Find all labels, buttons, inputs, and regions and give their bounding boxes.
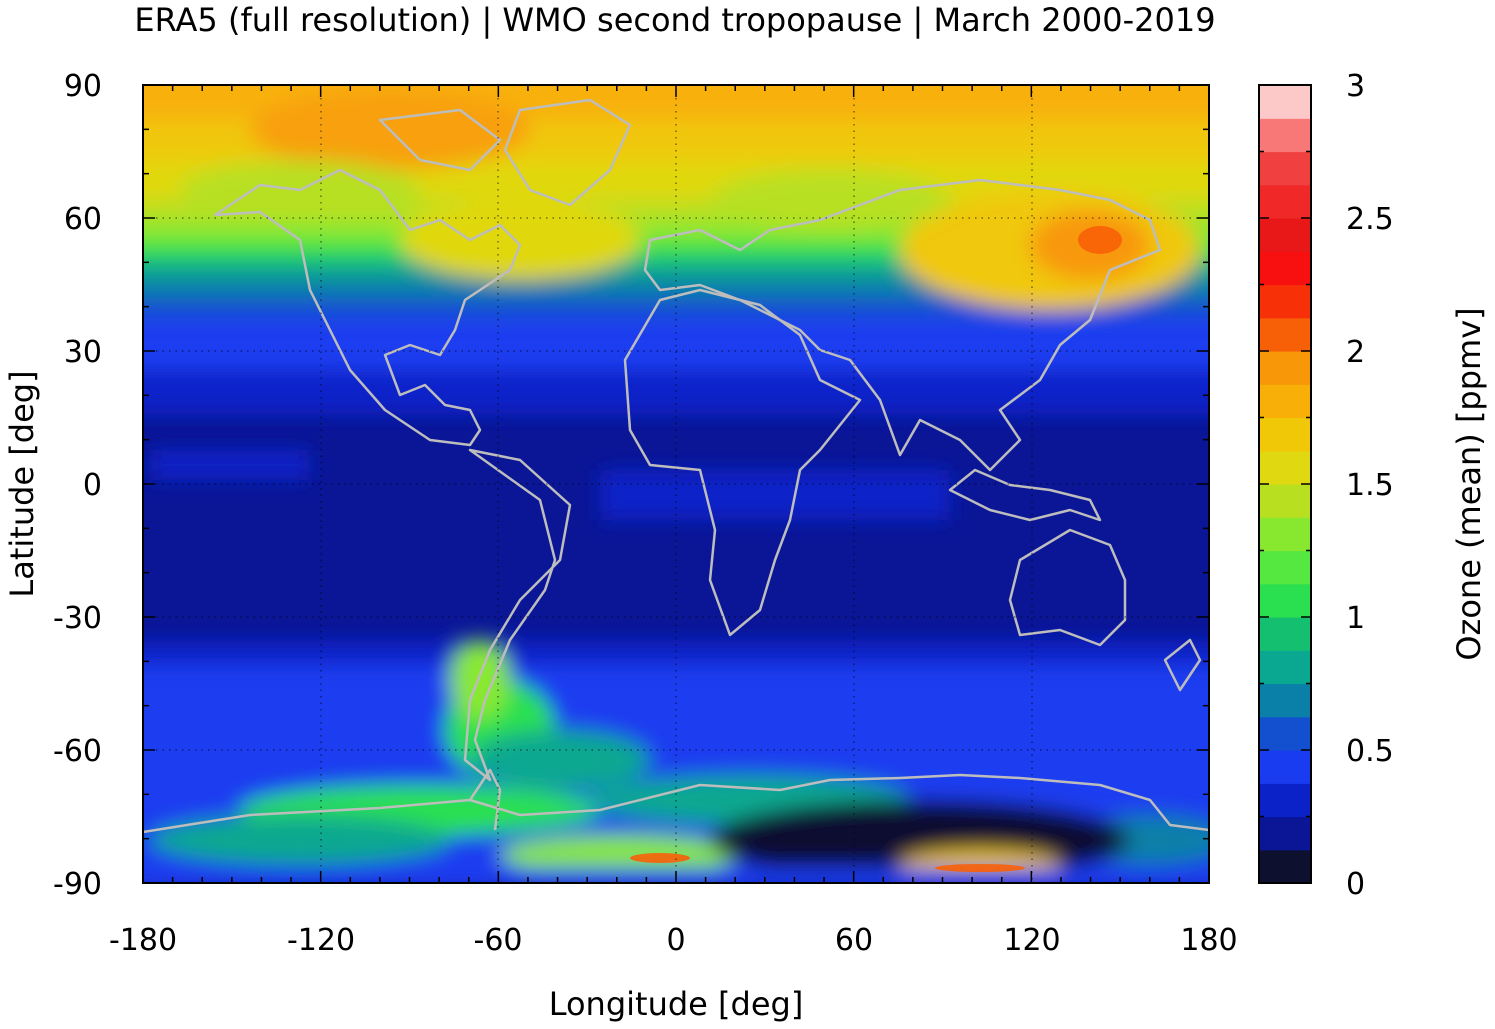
x-tick-label: -120 — [287, 923, 355, 958]
colorbar-tick-label: 1.5 — [1346, 468, 1394, 503]
colorbar-swatch — [1259, 417, 1311, 452]
chart-title: ERA5 (full resolution) | WMO second trop… — [134, 1, 1216, 39]
colorbar-tick-label: 0.5 — [1346, 734, 1394, 769]
colorbar-swatch — [1259, 351, 1311, 385]
colorbar-swatch — [1259, 284, 1311, 319]
coastlines — [143, 98, 1209, 834]
colorbar-swatch — [1259, 450, 1311, 485]
y-tick-label: 30 — [64, 335, 102, 370]
colorbar-swatch — [1259, 716, 1311, 751]
x-tick-label: 180 — [1180, 923, 1237, 958]
colorbar-swatch — [1259, 517, 1311, 552]
x-tick-labels: -180 -120 -60 0 60 120 180 — [109, 923, 1238, 958]
colorbar-swatch — [1259, 849, 1311, 884]
grid-lines — [143, 85, 1209, 883]
colorbar-swatch — [1259, 384, 1311, 419]
colorbar-swatch — [1259, 317, 1311, 352]
colorbar-tick-label: 2.5 — [1346, 202, 1394, 237]
y-tick-label: -30 — [53, 601, 102, 636]
colorbar-frame — [1258, 84, 1312, 884]
colorbar: 3 2.5 2 1.5 1 0.5 0 Ozone (mean) [ppmv] — [1258, 69, 1488, 902]
colorbar-tick-label: 1 — [1346, 601, 1365, 636]
x-tick-label: 60 — [835, 923, 873, 958]
colorbar-swatch — [1259, 683, 1311, 718]
colorbar-swatches — [1259, 85, 1311, 884]
y-tick-label: 90 — [64, 69, 102, 104]
colorbar-tick-label: 3 — [1346, 69, 1365, 104]
x-tick-label: 0 — [666, 923, 685, 958]
colorbar-swatch — [1259, 184, 1311, 219]
y-axis-label: Latitude [deg] — [3, 370, 41, 597]
colorbar-tick-label: 0 — [1346, 867, 1365, 902]
colorbar-swatch — [1259, 218, 1311, 252]
y-tick-label: -90 — [53, 867, 102, 902]
ozone-field — [143, 85, 1209, 883]
colorbar-swatch — [1259, 484, 1311, 518]
y-tick-label: -60 — [53, 734, 102, 769]
colorbar-swatch — [1259, 85, 1311, 119]
y-tick-labels: 90 60 30 0 -30 -60 -90 — [53, 69, 102, 902]
colorbar-swatch — [1259, 750, 1311, 784]
x-tick-label: 120 — [1003, 923, 1060, 958]
colorbar-swatch — [1259, 816, 1311, 851]
colorbar-swatch — [1259, 251, 1311, 286]
y-tick-label: 0 — [83, 468, 102, 503]
y-tick-label: 60 — [64, 202, 102, 237]
colorbar-swatch — [1259, 650, 1311, 685]
colorbar-swatch — [1259, 783, 1311, 818]
colorbar-swatch — [1259, 550, 1311, 585]
plot-frame — [142, 84, 1210, 884]
colorbar-swatch — [1259, 151, 1311, 186]
colorbar-swatch — [1259, 118, 1311, 153]
colorbar-swatch — [1259, 617, 1311, 651]
colorbar-label: Ozone (mean) [ppmv] — [1450, 307, 1488, 660]
x-tick-label: -180 — [109, 923, 177, 958]
colorbar-swatch — [1259, 583, 1311, 618]
colorbar-tick-label: 2 — [1346, 335, 1365, 370]
x-tick-label: -60 — [474, 923, 523, 958]
x-axis-label: Longitude [deg] — [549, 985, 804, 1023]
